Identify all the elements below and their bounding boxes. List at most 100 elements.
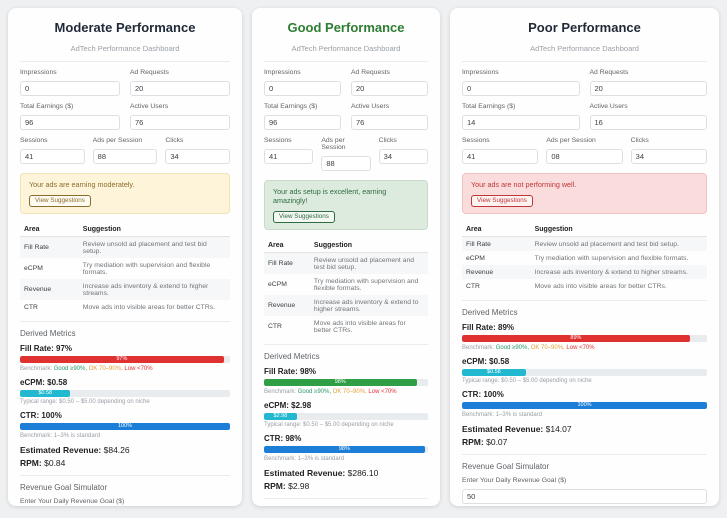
active-users-input[interactable] xyxy=(351,115,428,130)
clicks-input[interactable] xyxy=(630,149,707,164)
suggestion-cell: Increase ads inventory & extend to highe… xyxy=(534,268,688,276)
earnings-input[interactable] xyxy=(462,115,580,130)
ads-per-session-input[interactable] xyxy=(546,149,623,164)
suggestions-table: Area Suggestion Fill Rate Review unsold … xyxy=(264,239,428,337)
view-suggestions-badge[interactable]: View Suggestions xyxy=(273,210,335,223)
clicks-label: Clicks xyxy=(630,137,649,144)
fill-rate-bar-track: 98% xyxy=(264,379,428,386)
earnings-field-group: Total Earnings ($) xyxy=(462,103,580,130)
benchmark-mid: OK 70–90%, xyxy=(530,344,565,351)
active-users-label: Active Users xyxy=(351,103,390,110)
ctr-metric: CTR: 100% xyxy=(20,411,230,420)
view-suggestions-badge[interactable]: View Suggestions xyxy=(29,194,91,207)
ctr-note: Benchmark: 1–3% is standard xyxy=(462,411,543,418)
sessions-label: Sessions xyxy=(462,137,490,144)
benchmark-good: Good ≥90%, xyxy=(297,388,332,395)
revenue-goal-input[interactable] xyxy=(462,488,707,504)
suggestions-table: Area Suggestion Fill Rate Review unsold … xyxy=(462,223,707,293)
suggestions-header-row: Area Suggestion xyxy=(264,239,428,253)
earnings-label: Total Earnings ($) xyxy=(462,103,516,110)
estimated-revenue-line: Estimated Revenue: $84.26 xyxy=(20,445,230,455)
ecpm-bar-track: $2.98 xyxy=(264,412,428,420)
area-cell: Fill Rate xyxy=(24,244,49,251)
ctr-label: CTR: xyxy=(20,411,40,420)
simulator-divider xyxy=(20,474,230,476)
area-cell: Revenue xyxy=(466,268,494,276)
ctr-label: CTR: xyxy=(264,434,284,443)
active-users-input[interactable] xyxy=(589,115,707,130)
ctr-metric: CTR: 98% xyxy=(264,434,428,443)
performance-panel: Moderate Performance AdTech Performance … xyxy=(8,8,242,506)
active-users-label: Active Users xyxy=(589,103,628,110)
estimated-revenue-value: $14.07 xyxy=(545,423,572,434)
ad-requests-input[interactable] xyxy=(589,81,707,96)
sessions-input[interactable] xyxy=(462,149,539,164)
rpm-line: RPM: $0.07 xyxy=(462,437,707,447)
clicks-field-group: Clicks xyxy=(378,137,428,171)
suggestion-cell: Increase ads inventory & extend to highe… xyxy=(82,282,209,297)
ads-per-session-input[interactable] xyxy=(321,156,371,171)
table-row: eCPM Try mediation with supervision and … xyxy=(20,258,230,279)
fill-rate-label: Fill Rate: xyxy=(264,367,298,376)
ecpm-bar-track: $0.58 xyxy=(462,368,707,376)
impressions-input[interactable] xyxy=(20,81,120,96)
ad-requests-label: Ad Requests xyxy=(351,69,390,76)
benchmark-good: Good ≥90%, xyxy=(53,365,88,372)
active-users-field-group: Active Users xyxy=(351,103,428,130)
fill-rate-value: 97% xyxy=(56,344,73,353)
earnings-input[interactable] xyxy=(264,115,341,130)
suggestions-header-row: Area Suggestion xyxy=(462,223,707,237)
ctr-label: CTR: xyxy=(462,390,482,399)
derived-metrics-heading: Derived Metrics xyxy=(462,308,518,317)
suggestion-cell: Increase ads inventory & extend to highe… xyxy=(313,298,419,313)
impressions-label: Impressions xyxy=(462,69,499,76)
active-users-input[interactable] xyxy=(130,115,230,130)
impressions-input[interactable] xyxy=(462,81,580,96)
suggestion-cell: Review unsold ad placement and test bid … xyxy=(534,240,679,248)
suggestion-cell: Move ads into visible areas for better C… xyxy=(534,282,667,290)
sessions-field-group: Sessions xyxy=(462,137,539,164)
area-cell: eCPM xyxy=(268,281,287,288)
rpm-label: RPM: xyxy=(462,436,484,447)
ad-requests-input[interactable] xyxy=(351,81,428,96)
impressions-input[interactable] xyxy=(264,81,341,96)
ecpm-value: $0.58 xyxy=(489,356,510,366)
rpm-label: RPM: xyxy=(264,480,286,491)
suggestion-cell: Review unsold ad placement and test bid … xyxy=(313,256,415,271)
ctr-bar-track: 100% xyxy=(462,402,707,409)
alert-message: Your ads setup is excellent, earning ama… xyxy=(273,187,387,205)
benchmark-good: Good ≥90%, xyxy=(495,344,530,351)
rpm-value: $0.07 xyxy=(486,436,508,447)
fill-rate-benchmark-note: Benchmark: Good ≥90%, OK 70–90%, Low <70… xyxy=(462,345,707,351)
table-row: eCPM Try mediation with supervision and … xyxy=(462,251,707,265)
ecpm-bar-track: $0.58 xyxy=(20,389,230,397)
ads-per-session-input[interactable] xyxy=(92,149,158,164)
impressions-field-group: Impressions xyxy=(264,69,341,96)
benchmark-mid: OK 70–90%, xyxy=(88,365,123,372)
table-row: Fill Rate Review unsold ad placement and… xyxy=(462,236,707,251)
ads-per-session-field-group: Ads per Session xyxy=(546,137,623,164)
ecpm-value: $2.98 xyxy=(291,400,312,410)
earnings-label: Total Earnings ($) xyxy=(20,103,74,110)
earnings-input[interactable] xyxy=(20,115,120,130)
sessions-input[interactable] xyxy=(20,149,85,164)
earnings-field-group: Total Earnings ($) xyxy=(264,103,341,130)
ctr-bar: 100% xyxy=(20,423,230,430)
rpm-line: RPM: $0.84 xyxy=(20,458,230,468)
fill-rate-benchmark-note: Benchmark: Good ≥90%, OK 70–90%, Low <70… xyxy=(264,389,428,395)
view-suggestions-badge[interactable]: View Suggestions xyxy=(471,194,533,207)
metrics-divider xyxy=(20,321,230,322)
panel-title: Poor Performance xyxy=(528,20,641,35)
active-users-label: Active Users xyxy=(130,103,169,110)
clicks-input[interactable] xyxy=(165,149,230,164)
derived-metrics-heading: Derived Metrics xyxy=(264,352,320,361)
clicks-input[interactable] xyxy=(378,149,428,164)
suggestions-header-row: Area Suggestion xyxy=(20,223,230,237)
panel-title: Moderate Performance xyxy=(54,20,196,35)
panel-subtitle: AdTech Performance Dashboard xyxy=(530,44,639,53)
sessions-field-group: Sessions xyxy=(264,137,314,171)
ad-requests-input[interactable] xyxy=(130,81,230,96)
sessions-input[interactable] xyxy=(264,149,314,164)
estimated-revenue-label: Estimated Revenue: xyxy=(462,423,544,434)
status-alert: Your ads setup is excellent, earning ama… xyxy=(264,180,428,230)
